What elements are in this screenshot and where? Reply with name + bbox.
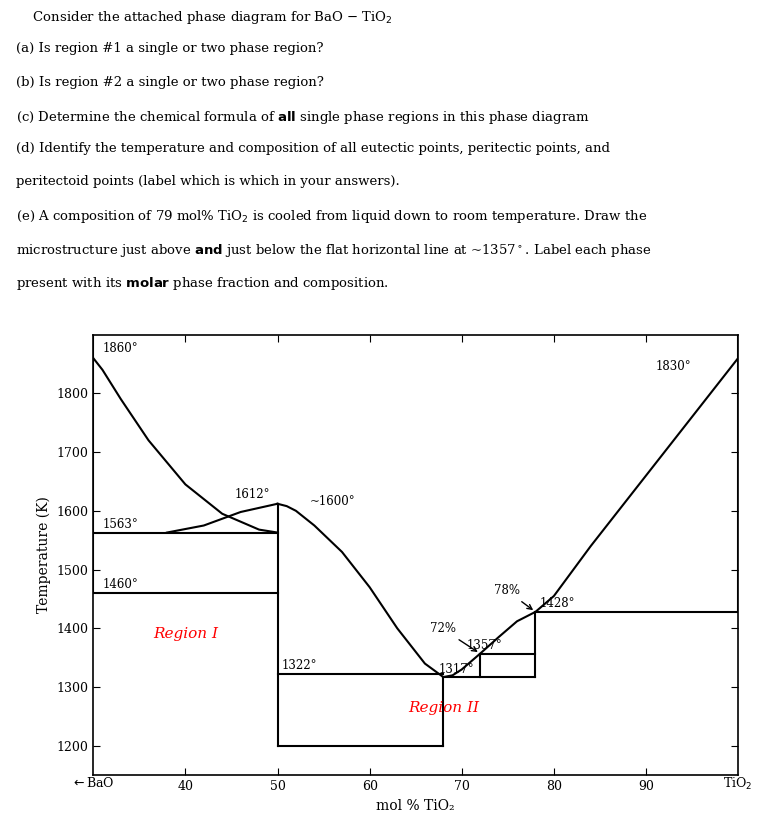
Text: Region II: Region II	[408, 701, 479, 715]
Text: 1830°: 1830°	[655, 360, 691, 373]
X-axis label: mol % TiO₂: mol % TiO₂	[376, 799, 455, 813]
Text: (a) Is region #1 a single or two phase region?: (a) Is region #1 a single or two phase r…	[16, 42, 323, 55]
Text: (e) A composition of 79 mol% TiO$_2$ is cooled from liquid down to room temperat: (e) A composition of 79 mol% TiO$_2$ is …	[16, 208, 646, 225]
Text: Consider the attached phase diagram for BaO $-$ TiO$_2$: Consider the attached phase diagram for …	[16, 9, 392, 26]
Text: 1428°: 1428°	[540, 597, 576, 610]
Text: 1612°: 1612°	[235, 489, 270, 501]
Text: 1322°: 1322°	[282, 659, 318, 672]
Text: 1317°: 1317°	[439, 663, 474, 676]
Text: ~1600°: ~1600°	[310, 495, 355, 508]
Text: Region I: Region I	[153, 628, 218, 641]
Text: present with its $\bf{molar}$ phase fraction and composition.: present with its $\bf{molar}$ phase frac…	[16, 275, 388, 292]
Y-axis label: Temperature (K): Temperature (K)	[37, 496, 51, 614]
Text: 1460°: 1460°	[103, 579, 138, 592]
Text: 78%: 78%	[494, 584, 532, 610]
Text: TiO$_2$: TiO$_2$	[723, 776, 753, 792]
Text: (b) Is region #2 a single or two phase region?: (b) Is region #2 a single or two phase r…	[16, 76, 323, 89]
Text: peritectoid points (label which is which in your answers).: peritectoid points (label which is which…	[16, 175, 399, 188]
Text: (d) Identify the temperature and composition of all eutectic points, peritectic : (d) Identify the temperature and composi…	[16, 142, 609, 155]
Text: microstructure just above $\bf{and}$ just below the flat horizontal line at ~135: microstructure just above $\bf{and}$ jus…	[16, 242, 651, 259]
Text: 1860°: 1860°	[103, 342, 138, 355]
Text: 72%: 72%	[430, 623, 476, 651]
Text: 1357°: 1357°	[466, 639, 502, 652]
Text: $\leftarrow$BaO: $\leftarrow$BaO	[71, 776, 115, 791]
Text: (c) Determine the chemical formula of $\bf{all}$ single phase regions in this ph: (c) Determine the chemical formula of $\…	[16, 109, 589, 126]
Text: 1563°: 1563°	[103, 518, 138, 530]
